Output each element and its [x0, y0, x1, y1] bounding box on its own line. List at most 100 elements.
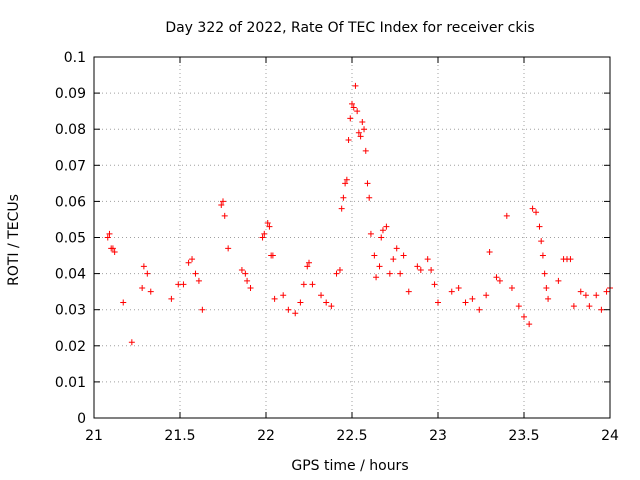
data-point: [306, 259, 312, 266]
data-point: [555, 277, 562, 284]
y-tick-label: 0.08: [55, 122, 86, 138]
data-point: [199, 306, 206, 313]
data-point: [147, 288, 154, 295]
data-point: [180, 281, 187, 288]
data-point: [247, 285, 254, 292]
data-point: [545, 295, 552, 302]
data-point: [300, 281, 307, 288]
data-point: [543, 285, 550, 292]
data-point: [515, 303, 522, 310]
data-point: [354, 108, 361, 115]
chart-title: Day 322 of 2022, Rate Of TEC Index for r…: [165, 20, 534, 36]
x-tick-label: 23.5: [508, 428, 539, 444]
data-point: [376, 263, 383, 270]
data-point: [483, 292, 490, 299]
data-point: [328, 303, 335, 310]
data-point: [220, 198, 226, 205]
data-point: [304, 263, 311, 270]
x-tick-label: 21.5: [164, 428, 195, 444]
data-point: [533, 209, 540, 216]
data-point: [238, 266, 245, 273]
y-tick-label: 0.05: [55, 231, 86, 247]
data-point: [386, 270, 393, 277]
data-point: [582, 292, 589, 299]
data-point: [104, 234, 111, 241]
data-point: [469, 295, 476, 302]
data-point: [189, 256, 196, 263]
data-point: [297, 299, 304, 306]
data-point: [577, 288, 584, 295]
y-tick-label: 0.01: [55, 375, 86, 391]
data-point: [603, 288, 610, 295]
data-point: [357, 133, 364, 140]
data-point: [393, 245, 400, 252]
data-point: [367, 230, 374, 237]
data-point: [431, 281, 438, 288]
data-point: [567, 256, 574, 263]
data-point: [361, 126, 368, 133]
data-point: [111, 248, 118, 255]
data-point: [185, 259, 192, 266]
data-point: [266, 223, 273, 230]
data-point: [373, 274, 380, 281]
y-tick-label: 0.1: [64, 50, 86, 66]
data-point: [521, 313, 527, 320]
data-point: [536, 223, 543, 230]
data-point: [349, 100, 355, 107]
x-tick-label: 24: [601, 428, 619, 444]
data-point: [144, 270, 151, 277]
data-point: [593, 292, 600, 299]
data-point: [342, 180, 349, 187]
data-point: [221, 212, 228, 219]
data-point: [508, 285, 515, 292]
data-point: [244, 277, 251, 284]
y-axis-label: ROTI / TECUs: [6, 194, 22, 286]
data-point: [318, 292, 325, 299]
data-point: [390, 256, 397, 263]
grid-lines: [94, 57, 610, 418]
data-point: [218, 202, 225, 209]
data-point: [140, 263, 147, 270]
data-point: [309, 281, 316, 288]
data-point: [503, 212, 510, 219]
data-point: [106, 230, 113, 237]
data-point: [264, 220, 271, 227]
x-tick-label: 23: [429, 428, 447, 444]
data-point: [345, 137, 352, 144]
data-point: [586, 303, 593, 310]
data-point: [340, 194, 347, 201]
y-tick-label: 0.02: [55, 339, 86, 355]
data-point: [539, 252, 546, 259]
data-point: [338, 205, 345, 212]
data-point: [362, 147, 369, 154]
data-point: [333, 270, 340, 277]
data-point: [323, 299, 330, 306]
data-points: [104, 82, 613, 346]
y-tick-label: 0.04: [55, 267, 86, 283]
data-point: [496, 277, 503, 284]
data-point: [168, 295, 175, 302]
data-point: [108, 245, 115, 252]
data-point: [269, 252, 276, 259]
data-point: [139, 285, 146, 292]
data-point: [455, 285, 462, 292]
data-point: [355, 129, 362, 136]
data-point: [343, 176, 350, 183]
data-point: [280, 292, 287, 299]
data-point: [366, 194, 373, 201]
y-tick-label: 0.09: [55, 86, 86, 102]
data-point: [128, 339, 135, 346]
data-point: [350, 104, 357, 111]
data-point: [538, 238, 545, 245]
data-point: [378, 234, 385, 241]
data-point: [336, 266, 343, 273]
data-point: [359, 118, 366, 125]
y-tick-label: 0.03: [55, 303, 86, 319]
data-point: [379, 227, 386, 234]
y-tick-label: 0.07: [55, 158, 86, 174]
data-point: [364, 180, 371, 187]
data-point: [424, 256, 431, 263]
data-point: [405, 288, 412, 295]
data-point: [120, 299, 127, 306]
